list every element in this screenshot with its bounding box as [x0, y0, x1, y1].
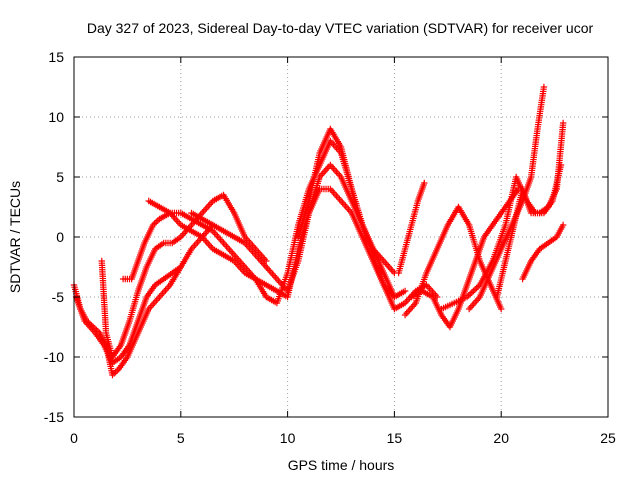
- y-tick-label: -10: [44, 349, 64, 365]
- x-tick-label: 20: [493, 430, 509, 446]
- y-tick-label: 15: [48, 49, 64, 65]
- y-tick-label: 5: [56, 169, 64, 185]
- data-layer: [70, 83, 567, 379]
- data-point: [559, 221, 567, 229]
- data-point: [401, 287, 409, 295]
- data-point: [468, 289, 476, 296]
- series-track-14: [519, 221, 567, 283]
- data-point: [473, 284, 480, 292]
- y-axis: -15 -10 -5 0 5 10 15: [44, 49, 608, 425]
- data-point: [540, 83, 548, 91]
- x-tick-label: 0: [70, 430, 78, 446]
- x-axis: 0 5 10 15 20 25: [70, 57, 616, 446]
- y-axis-label: SDTVAR / TECUs: [7, 181, 23, 293]
- series-track-2: [72, 263, 184, 367]
- series-track-5: [145, 185, 398, 301]
- y-tick-label: -15: [44, 409, 64, 425]
- x-tick-label: 10: [280, 430, 296, 446]
- data-point: [498, 305, 505, 313]
- data-point: [467, 290, 474, 298]
- x-tick-label: 5: [177, 430, 185, 446]
- y-tick-label: -5: [52, 289, 65, 305]
- series-track-10: [408, 185, 522, 331]
- data-point: [153, 218, 160, 226]
- y-tick-label: 10: [48, 109, 64, 125]
- data-point: [112, 368, 119, 376]
- x-tick-label: 15: [387, 430, 403, 446]
- series-track-9: [401, 203, 505, 319]
- grid: [74, 57, 608, 417]
- x-tick-label: 25: [600, 430, 616, 446]
- data-point: [559, 119, 567, 127]
- series-track-13: [493, 119, 567, 301]
- data-point: [177, 263, 184, 271]
- y-tick-label: 0: [56, 229, 64, 245]
- series-track-8: [395, 179, 428, 277]
- data-point: [471, 286, 479, 293]
- series-track-12: [465, 83, 548, 313]
- chart-title: Day 327 of 2023, Sidereal Day-to-day VTE…: [87, 20, 594, 36]
- series-track-7: [295, 125, 441, 313]
- data-point: [470, 287, 477, 295]
- data-point: [421, 179, 428, 187]
- x-axis-label: GPS time / hours: [288, 457, 395, 473]
